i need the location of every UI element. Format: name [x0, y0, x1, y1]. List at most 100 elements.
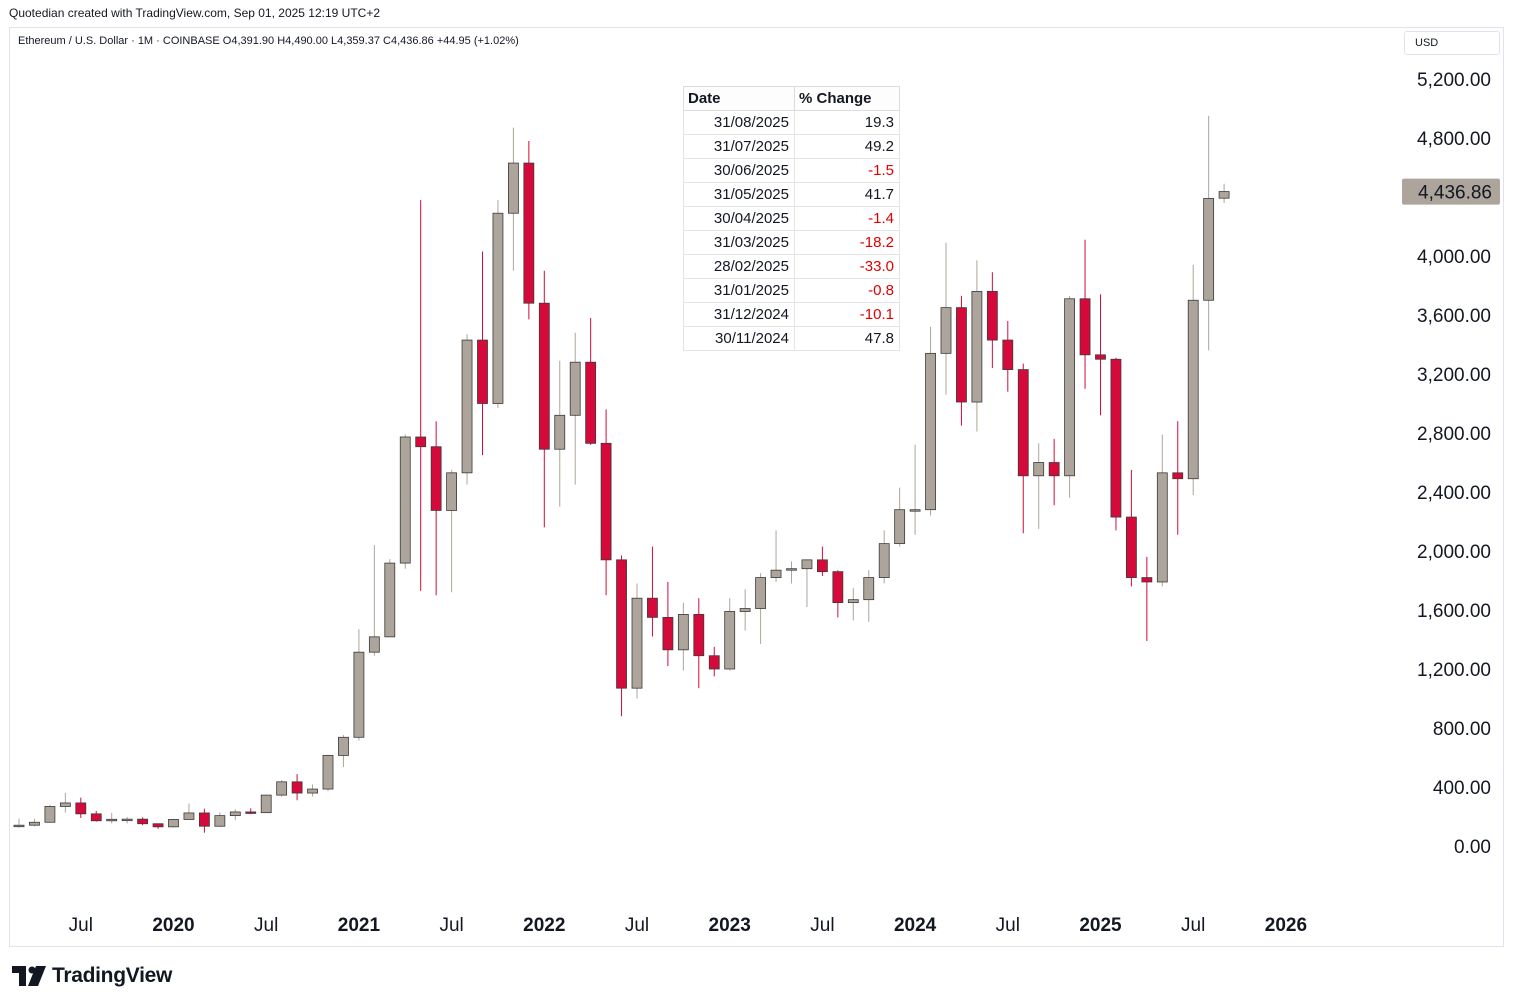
table-row: 31/01/2025 -0.8 — [683, 278, 900, 303]
row-change: -0.8 — [794, 278, 900, 303]
table-row: 31/05/2025 41.7 — [683, 182, 900, 207]
row-change: 41.7 — [794, 182, 900, 207]
chart-frame — [9, 27, 1504, 947]
row-date: 31/08/2025 — [683, 110, 795, 135]
candle-body — [368, 636, 380, 653]
candle-body — [647, 597, 658, 618]
y-axis-tick-label: 2,800.00 — [1417, 424, 1491, 445]
table-header-row: Date % Change — [683, 86, 900, 111]
candle-body — [291, 781, 303, 794]
candle-body — [863, 577, 875, 601]
candle-body — [616, 559, 627, 689]
candle-body — [214, 815, 226, 827]
candle-body — [384, 562, 396, 638]
candle-body — [353, 651, 365, 738]
candle-body — [724, 611, 736, 670]
candle-body — [878, 543, 890, 578]
candle-body — [940, 307, 952, 354]
candle-body — [29, 821, 40, 826]
candle-body — [708, 655, 720, 670]
row-date: 30/11/2024 — [683, 326, 795, 351]
row-date: 31/12/2024 — [683, 302, 795, 327]
logo-text: TradingView — [52, 964, 173, 987]
x-axis-tick-label: 2023 — [709, 915, 751, 936]
candle-body — [137, 818, 149, 825]
symbol-info[interactable]: Ethereum / U.S. Dollar · 1M · COINBASE O… — [18, 35, 519, 47]
tradingview-logo-icon — [12, 966, 46, 986]
candle-body — [121, 818, 133, 822]
candle-body — [1095, 354, 1106, 360]
candle-body — [971, 290, 983, 403]
candle-body — [245, 811, 257, 814]
candle-body — [801, 559, 813, 570]
chart-caption: Quotedian created with TradingView.com, … — [9, 6, 381, 20]
candle-body — [770, 569, 782, 578]
x-axis-tick-label: Jul — [1181, 915, 1205, 936]
change-column-header: % Change — [794, 86, 900, 111]
y-axis-tick-label: 400.00 — [1433, 778, 1491, 799]
candle-body — [631, 597, 643, 689]
table-row: 30/11/2024 47.8 — [683, 326, 900, 351]
candle-body — [430, 446, 442, 511]
candle-body — [1048, 462, 1060, 477]
candle-body — [832, 571, 844, 604]
currency-selector[interactable]: USD — [1404, 31, 1500, 55]
candle-body — [1064, 298, 1075, 477]
candle-body — [956, 307, 967, 403]
candle-body — [925, 352, 936, 511]
row-change: -1.5 — [794, 158, 900, 183]
y-axis-tick-label: 0.00 — [1454, 837, 1491, 858]
candle-body — [600, 442, 612, 561]
row-change: 47.8 — [794, 326, 900, 351]
candle-body — [986, 290, 998, 341]
candle-body — [1218, 191, 1230, 199]
candle-body — [492, 212, 504, 404]
row-date: 31/03/2025 — [683, 230, 795, 255]
candle-body — [538, 302, 550, 450]
tradingview-logo[interactable]: TradingView — [12, 964, 172, 988]
y-axis-tick-label: 1,200.00 — [1417, 660, 1491, 681]
candle-body — [198, 812, 210, 827]
candle-body — [75, 802, 87, 815]
x-axis-tick-label: 2021 — [338, 915, 381, 936]
candle-body — [755, 577, 766, 609]
candle-body — [1172, 472, 1184, 480]
candle-body — [677, 614, 689, 651]
candle-body — [59, 802, 71, 807]
candle-body — [1017, 369, 1029, 477]
row-date: 31/07/2025 — [683, 134, 795, 159]
table-row: 31/03/2025 -18.2 — [683, 230, 900, 255]
row-change: -1.4 — [794, 206, 900, 231]
row-date: 30/06/2025 — [683, 158, 795, 183]
candle-body — [554, 414, 566, 450]
candle-body — [1079, 298, 1091, 356]
last-price-label-bg — [1402, 178, 1500, 205]
row-date: 31/05/2025 — [683, 182, 795, 207]
x-axis-tick-label: Jul — [810, 915, 834, 936]
candle-body — [585, 361, 597, 444]
table-row: 31/08/2025 19.3 — [683, 110, 900, 135]
y-axis-tick-label: 2,000.00 — [1417, 542, 1491, 563]
row-change: -10.1 — [794, 302, 900, 327]
row-change: -18.2 — [794, 230, 900, 255]
row-change: -33.0 — [794, 254, 900, 279]
candle-body — [13, 824, 25, 828]
row-change: 49.2 — [794, 134, 900, 159]
table-row: 30/04/2025 -1.4 — [683, 206, 900, 231]
candle-body — [338, 736, 349, 756]
candle-body — [90, 813, 102, 822]
candle-body — [106, 818, 118, 822]
candle-body — [183, 812, 195, 820]
candle-body — [307, 788, 318, 794]
y-axis-tick-label: 5,200.00 — [1417, 70, 1491, 91]
x-axis-tick-label: Jul — [69, 915, 93, 936]
x-axis-tick-label: 2025 — [1079, 915, 1122, 936]
x-axis-tick-label: 2022 — [523, 915, 565, 936]
x-axis-tick-label: 2026 — [1265, 915, 1307, 936]
y-axis-tick-label: 4,800.00 — [1417, 129, 1491, 150]
table-row: 31/07/2025 49.2 — [683, 134, 900, 159]
row-date: 30/04/2025 — [683, 206, 795, 231]
candle-body — [523, 162, 535, 304]
y-axis-tick-label: 3,200.00 — [1417, 365, 1491, 386]
